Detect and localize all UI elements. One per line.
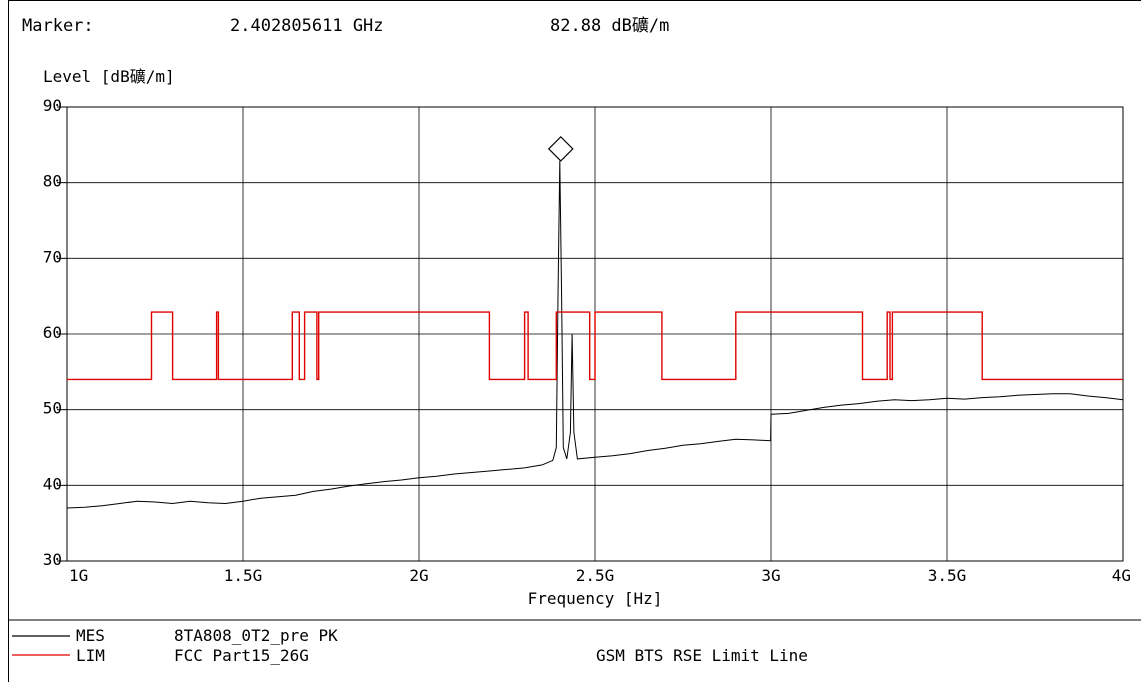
x-tick-labels: 1G 1.5G 2G 2.5G 3G 3.5G 4G <box>69 566 1131 585</box>
legend: MES 8TA808_0T2_pre PK LIM FCC Part15_26G… <box>12 626 808 665</box>
legend-desc-lim: FCC Part15_26G <box>174 646 309 665</box>
x-tick-label: 3G <box>761 566 780 585</box>
marker-diamond <box>547 136 574 162</box>
y-tick-label: 60 <box>43 323 62 342</box>
peak-marker <box>547 136 574 162</box>
legend-tag-lim: LIM <box>76 646 105 665</box>
x-tick-label: 4G <box>1112 566 1131 585</box>
series-line-mes <box>66 160 1124 509</box>
grid <box>57 106 1123 562</box>
series-group <box>66 160 1124 509</box>
legend-desc-mes: 8TA808_0T2_pre PK <box>174 626 338 645</box>
y-axis-label: Level [dB礦/m] <box>43 67 175 86</box>
x-axis-label: Frequency [Hz] <box>528 589 663 608</box>
series-line-lim <box>67 311 1123 381</box>
marker-level: 82.88 dB礦/m <box>550 16 669 36</box>
x-tick-label: 3.5G <box>928 566 967 585</box>
y-tick-label: 50 <box>43 399 62 418</box>
y-tick-label: 40 <box>43 474 62 493</box>
legend-tag-mes: MES <box>76 626 105 645</box>
x-tick-label: 2G <box>409 566 428 585</box>
y-tick-label: 80 <box>43 172 62 191</box>
y-tick-label: 70 <box>43 247 62 266</box>
legend-extra-lim: GSM BTS RSE Limit Line <box>596 646 808 665</box>
marker-label: Marker: <box>22 16 94 36</box>
plot-area: 30 40 50 60 70 80 90 1G 1.5G 2G 2.5G 3G 3.5G 4G <box>43 96 1131 585</box>
report-frame <box>8 0 1141 682</box>
y-tick-labels: 30 40 50 60 70 80 90 <box>43 96 62 569</box>
y-tick-label: 30 <box>43 550 62 569</box>
x-tick-label: 1.5G <box>224 566 263 585</box>
x-tick-label: 1G <box>69 566 88 585</box>
marker-frequency: 2.402805611 GHz <box>230 16 384 36</box>
y-tick-label: 90 <box>43 96 62 115</box>
x-tick-label: 2.5G <box>576 566 615 585</box>
